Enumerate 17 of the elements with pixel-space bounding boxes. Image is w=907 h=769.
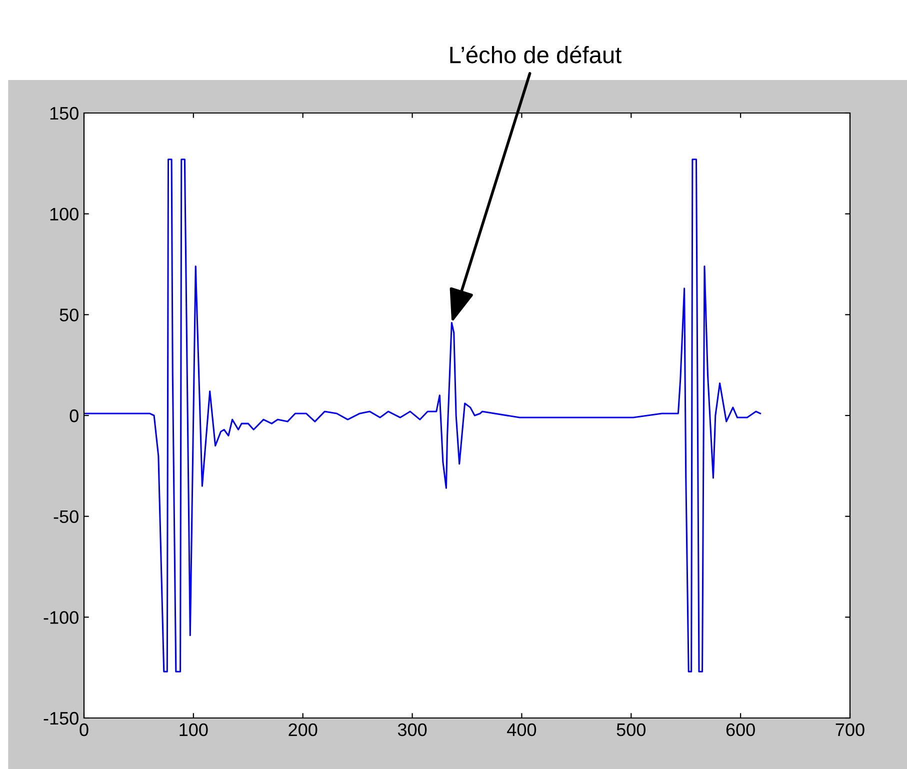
y-tick-label: -50: [54, 510, 78, 524]
annotation: L’écho de défaut: [450, 46, 622, 64]
y-tick-label: 50: [60, 308, 78, 322]
line-series: [84, 158, 762, 672]
x-tick-label: 600: [726, 723, 755, 736]
y-tick-label: 0: [70, 409, 78, 422]
y-tick-label: -150: [44, 712, 78, 725]
x-tick-label: 0: [80, 723, 88, 736]
y-tick-label: -100: [44, 611, 78, 624]
x-tick-label: 200: [288, 723, 318, 736]
y-tick-label: 150: [50, 106, 78, 120]
x-tick-label: 100: [180, 723, 208, 736]
x-tick-label: 700: [836, 723, 864, 736]
x-tick-label: 400: [507, 723, 536, 736]
x-tick-label: 500: [616, 723, 646, 736]
x-tick-label: 300: [398, 723, 427, 736]
y-tick-label: 100: [50, 208, 78, 221]
